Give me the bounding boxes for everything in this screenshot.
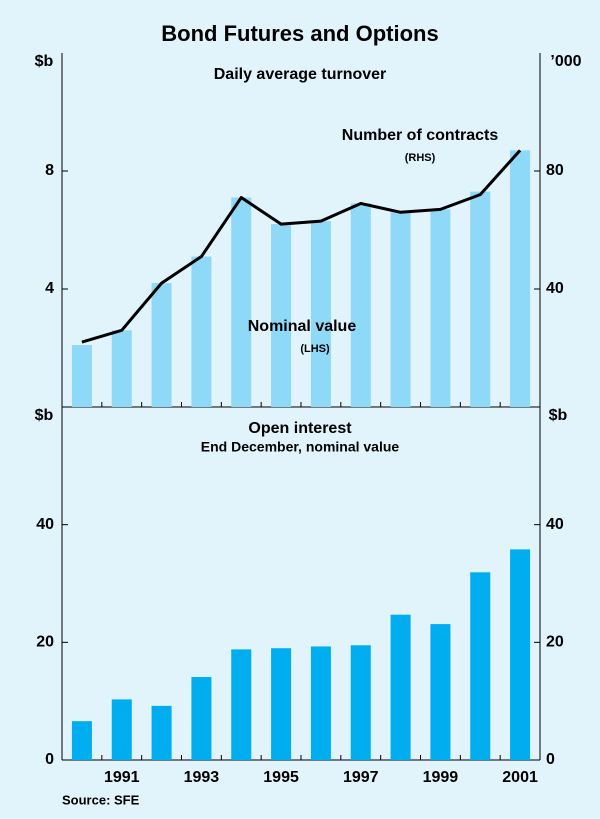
bar (71, 345, 92, 407)
bar (271, 224, 292, 407)
bar (430, 624, 451, 760)
bar (390, 212, 411, 407)
bar (510, 549, 531, 760)
bar (151, 705, 172, 760)
bar (231, 649, 252, 760)
bar (151, 283, 172, 407)
x-tick-label: 1999 (423, 769, 459, 786)
bar (430, 209, 451, 407)
series-label: Number of contracts (342, 127, 499, 144)
series-label: Nominal value (248, 318, 357, 335)
y-tick-label: 4 (45, 280, 54, 297)
line (81, 149, 522, 344)
y-tick-label: 0 (45, 751, 54, 768)
y2-tick-label: 40 (546, 516, 564, 533)
y-axis-label: $b (35, 407, 54, 424)
y2-axis-label: $b (549, 407, 568, 424)
x-tick-label: 1997 (343, 769, 379, 786)
y-tick-label: 8 (45, 162, 54, 179)
x-tick-label: 1991 (104, 769, 140, 786)
x-tick-label: 1995 (263, 769, 299, 786)
bar (310, 646, 331, 760)
chart-title: Bond Futures and Options (161, 21, 438, 46)
y2-axis-label: ’000 (550, 53, 581, 70)
source: Source: SFE (62, 792, 140, 807)
bar (390, 614, 411, 760)
y2-tick-label: 80 (546, 162, 564, 179)
series-note: (RHS) (405, 152, 436, 164)
bar (111, 330, 132, 407)
bar (470, 191, 491, 407)
panel-title: Open interest (248, 420, 352, 437)
x-tick-label: 2001 (502, 769, 538, 786)
bar (510, 150, 531, 407)
bar (350, 645, 371, 760)
bar (111, 699, 132, 760)
y-tick-label: 40 (36, 516, 54, 533)
bar (350, 203, 371, 407)
bar (231, 197, 252, 407)
bar (191, 256, 212, 407)
x-tick-label: 1993 (184, 769, 220, 786)
bar (310, 221, 331, 407)
y2-tick-label: 20 (546, 634, 564, 651)
y2-tick-label: 0 (546, 751, 555, 768)
panel-title: Daily average turnover (214, 66, 387, 83)
bar (71, 721, 92, 760)
bar (191, 677, 212, 760)
panel-subtitle: End December, nominal value (201, 439, 400, 455)
y-tick-label: 20 (36, 634, 54, 651)
y-axis-label: $b (35, 53, 54, 70)
bar (470, 572, 491, 760)
series-note: (LHS) (300, 343, 330, 355)
bar (271, 648, 292, 760)
y2-tick-label: 40 (546, 280, 564, 297)
